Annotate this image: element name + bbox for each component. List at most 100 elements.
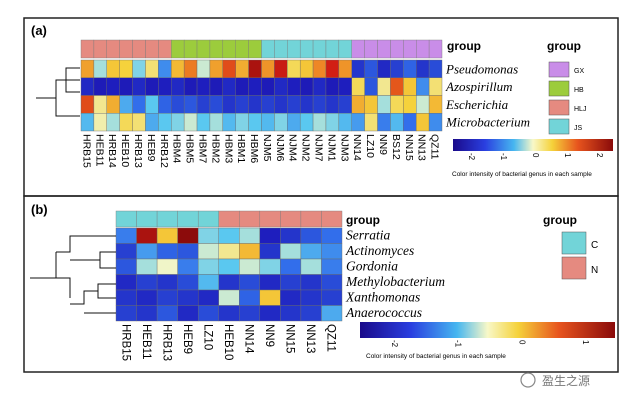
heatmap-cell-serratia-heb9 [177,227,199,244]
heatmap-cell-gordonia-qz11 [321,258,343,275]
heatmap-cell-methylobacterium-heb9 [177,274,199,291]
colorbar-tick-0: 0 [517,340,526,345]
legend-swatch-n [561,256,587,280]
panel-a-colorbar-caption: Color intensity of bacterial genus in ea… [452,171,592,178]
panel-b-row-dendrogram [30,235,116,314]
heatmap-cell-azospirillum-qz11 [428,77,443,96]
panel-a-legend: GX HB HLJ JS [548,61,586,135]
column-label-njm1: NJM1 [325,134,337,162]
heatmap-cell-gordonia-hrb13 [156,258,178,275]
heatmap-cell-pseudomonas-njm1 [325,59,340,78]
panel-b-row-labels: SerratiaActinomycesGordoniaMethylobacter… [345,228,445,321]
row-label-microbacterium: Microbacterium [445,115,530,130]
column-label-hrb13: HRB13 [132,134,144,168]
heatmap-cell-microbacterium-hbm2 [209,113,224,132]
heatmap-cell-pseudomonas-heb9 [145,59,159,78]
column-label-heb11: HEB11 [140,324,152,360]
heatmap-cell-pseudomonas-hbm4 [171,59,185,78]
group-bar-cell-nn14 [239,210,261,228]
heatmap-cell-azospirillum-njm7 [312,77,327,96]
heatmap-cell-escherichia-hrb15 [80,95,95,114]
heatmap-cell-escherichia-qz11 [428,95,443,114]
heatmap-cell-azospirillum-njm1 [325,77,340,96]
column-label-hbm4: HBM4 [171,134,183,163]
heatmap-cell-escherichia-nn15 [403,95,417,114]
heatmap-cell-pseudomonas-hbm1 [235,59,249,78]
column-label-hrb14: HRB14 [106,134,118,168]
heatmap-cell-azospirillum-hbm4 [171,77,185,96]
legend-swatch-gx [548,61,570,78]
panel-a-row-labels: Pseudomonas Azospirillum Escherichia Microb… [445,61,530,129]
heatmap-cell-microbacterium-bs12 [390,113,404,132]
heatmap-cell-actinomyces-heb11 [136,243,158,260]
heatmap-cell-microbacterium-njm7 [312,113,327,132]
colorbar-tick--2: -2 [390,340,399,348]
group-bar-cell-heb10 [119,39,133,59]
panel-a-group-bar-title: group [447,39,481,53]
heatmap-cell-methylobacterium-heb10 [218,274,240,291]
heatmap-cell-escherichia-nn13 [416,95,430,114]
heatmap-cell-anaerococcus-nn15 [280,305,302,322]
group-bar-cell-hrb12 [158,39,172,59]
legend-label-js: JS [574,125,583,132]
group-bar-cell-heb10 [218,210,240,228]
heatmap-cell-microbacterium-hrb12 [158,113,172,132]
heatmap-cell-escherichia-hbm5 [183,95,198,114]
group-bar-cell-qz11 [321,210,343,228]
heatmap-cell-gordonia-nn13 [300,258,322,275]
group-bar-cell-hrb13 [156,210,178,228]
heatmap-cell-xanthomonas-heb9 [177,289,199,306]
heatmap-cell-xanthomonas-lz10 [197,289,219,306]
column-label-nn14: NN14 [243,324,255,354]
group-bar-cell-hrb15 [115,210,137,228]
heatmap-cell-serratia-qz11 [321,227,343,244]
heatmap-cell-pseudomonas-hrb14 [106,59,120,78]
heatmap-cell-methylobacterium-nn9 [259,274,281,291]
group-bar-cell-heb9 [177,210,199,228]
panel-b-colorbar-caption: Color intensity of bacterial genus in ea… [366,353,506,360]
column-label-hbm6: HBM6 [248,134,260,163]
heatmap-cell-microbacterium-heb11 [93,113,107,132]
group-bar-cell-njm3 [338,39,352,59]
heatmap-cell-escherichia-nn14 [351,95,365,114]
colorbar-tick-0: 0 [531,153,540,158]
heatmap-cell-escherichia-hrb12 [158,95,172,114]
group-bar-cell-hrb14 [106,39,120,59]
heatmap-cell-anaerococcus-nn13 [300,305,322,322]
heatmap-cell-azospirillum-hbm5 [183,77,198,96]
heatmap-cell-methylobacterium-hrb13 [156,274,178,291]
heatmap-cell-azospirillum-hbm7 [196,77,211,96]
heatmap-cell-microbacterium-njm2 [299,113,314,132]
heatmap-cell-xanthomonas-heb11 [136,289,158,306]
column-label-heb10: HEB10 [222,324,234,360]
group-bar-cell-hbm6 [248,39,262,59]
heatmap-cell-pseudomonas-njm6 [274,59,288,78]
legend-label-gx: GX [574,68,584,75]
column-label-njm6: NJM6 [274,134,286,162]
heatmap-cell-pseudomonas-qz11 [428,59,443,78]
heatmap-cell-anaerococcus-heb9 [177,305,199,322]
column-label-njm7: NJM7 [313,134,325,162]
heatmap-cell-azospirillum-hrb14 [106,77,120,96]
heatmap-cell-pseudomonas-hbm2 [209,59,224,78]
heatmap-cell-anaerococcus-lz10 [197,305,219,322]
colorbar-tick-2: 2 [595,153,604,158]
heatmap-cell-xanthomonas-nn14 [239,289,261,306]
column-label-njm3: NJM3 [338,134,350,162]
colorbar-tick--1: -1 [499,153,508,161]
heatmap-cell-microbacterium-lz10 [364,113,378,132]
heatmap-cell-actinomyces-nn13 [300,243,322,260]
group-bar-cell-lz10 [197,210,219,228]
group-bar-cell-njm4 [287,39,301,59]
group-bar-cell-hbm7 [196,39,211,59]
panel-b-frame [23,195,619,373]
group-bar-cell-nn9 [377,39,391,59]
heatmap-cell-escherichia-hbm2 [209,95,224,114]
watermark-logo-icon [520,372,536,388]
heatmap-cell-actinomyces-heb10 [218,243,240,260]
column-label-heb9: HEB9 [145,134,157,162]
heatmap-cell-serratia-lz10 [197,227,219,244]
heatmap-cell-microbacterium-heb9 [145,113,159,132]
heatmap-cell-microbacterium-njm1 [325,113,340,132]
heatmap-cell-pseudomonas-heb11 [93,59,107,78]
